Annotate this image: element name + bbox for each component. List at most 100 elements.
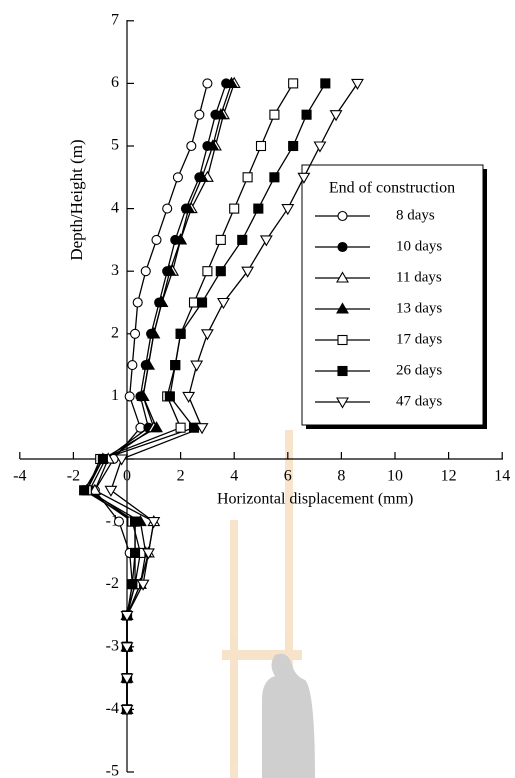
marker bbox=[194, 109, 205, 120]
watermark-bar bbox=[222, 650, 302, 660]
legend-label: 17 days bbox=[396, 331, 442, 347]
marker bbox=[124, 391, 135, 402]
marker bbox=[202, 266, 213, 277]
marker bbox=[253, 203, 264, 214]
marker bbox=[141, 548, 155, 560]
y-tick-label: 7 bbox=[111, 11, 119, 28]
legend-marker bbox=[337, 210, 348, 222]
marker bbox=[164, 391, 175, 402]
x-tick-label: 6 bbox=[284, 468, 292, 485]
y-tick-label: -5 bbox=[106, 763, 119, 778]
marker bbox=[113, 516, 125, 527]
y-axis-label: Depth/Height (m) bbox=[67, 139, 86, 260]
marker bbox=[186, 140, 197, 152]
marker bbox=[196, 297, 208, 308]
marker bbox=[190, 360, 204, 372]
marker bbox=[351, 78, 364, 90]
marker bbox=[136, 389, 150, 401]
marker bbox=[195, 423, 209, 435]
marker bbox=[155, 295, 169, 308]
marker bbox=[129, 547, 141, 558]
y-tick-label: -4 bbox=[106, 700, 119, 717]
legend-marker bbox=[336, 271, 349, 283]
x-tick-label: -4 bbox=[13, 468, 26, 485]
x-tick-label: 12 bbox=[441, 468, 457, 485]
marker bbox=[215, 266, 226, 277]
marker bbox=[120, 642, 134, 654]
marker bbox=[202, 78, 213, 89]
marker bbox=[259, 235, 273, 247]
marker bbox=[120, 673, 134, 685]
marker bbox=[147, 517, 161, 529]
y-tick-label: 6 bbox=[111, 74, 119, 91]
legend-label: 8 days bbox=[396, 207, 435, 223]
watermark-bar bbox=[285, 430, 293, 778]
marker bbox=[120, 610, 134, 623]
legend-marker bbox=[337, 365, 348, 377]
legend-marker bbox=[336, 302, 349, 314]
marker bbox=[127, 579, 138, 590]
marker bbox=[229, 203, 240, 214]
marker bbox=[214, 108, 228, 120]
x-tick-label: 8 bbox=[337, 468, 345, 485]
marker bbox=[301, 109, 312, 120]
marker bbox=[147, 327, 161, 339]
legend-marker bbox=[336, 397, 349, 409]
x-tick-label: 14 bbox=[494, 468, 510, 485]
marker bbox=[269, 172, 280, 183]
watermark bbox=[222, 430, 315, 778]
marker bbox=[206, 139, 220, 151]
y-tick-label: 5 bbox=[111, 137, 119, 154]
y-tick-label: 2 bbox=[111, 324, 119, 341]
x-tick-label: 4 bbox=[230, 468, 238, 485]
x-tick-label: 2 bbox=[177, 468, 185, 485]
marker bbox=[132, 297, 143, 308]
marker bbox=[329, 110, 343, 122]
legend-title: End of construction bbox=[329, 180, 455, 197]
x-tick-label: 10 bbox=[387, 468, 403, 485]
watermark-figure bbox=[262, 653, 315, 778]
marker bbox=[200, 329, 214, 341]
marker bbox=[297, 172, 311, 184]
y-tick-label: -3 bbox=[106, 637, 119, 654]
y-tick-label: 3 bbox=[111, 262, 119, 279]
marker bbox=[215, 234, 226, 245]
marker bbox=[225, 76, 238, 88]
legend-box bbox=[301, 164, 484, 426]
marker bbox=[269, 109, 280, 120]
marker bbox=[217, 297, 230, 310]
legend-label: 13 days bbox=[396, 300, 442, 316]
marker bbox=[79, 485, 90, 496]
y-tick-label: 4 bbox=[111, 199, 119, 216]
marker bbox=[163, 264, 177, 276]
y-tick-label: 1 bbox=[111, 387, 119, 404]
legend-label: 11 days bbox=[396, 269, 442, 285]
marker bbox=[129, 328, 141, 339]
marker bbox=[281, 204, 295, 216]
marker bbox=[237, 234, 248, 245]
marker bbox=[104, 485, 118, 497]
marker bbox=[320, 78, 331, 89]
legend-label: 47 days bbox=[396, 393, 442, 409]
marker bbox=[120, 704, 134, 716]
legend-marker bbox=[337, 334, 348, 346]
marker bbox=[242, 172, 253, 183]
marker bbox=[136, 579, 150, 591]
marker bbox=[182, 202, 196, 214]
marker bbox=[150, 421, 163, 433]
marker bbox=[170, 360, 181, 371]
marker bbox=[313, 141, 327, 153]
marker bbox=[172, 172, 183, 183]
marker bbox=[175, 422, 186, 433]
marker bbox=[174, 233, 188, 245]
marker bbox=[162, 203, 173, 214]
legend-marker bbox=[337, 241, 348, 253]
marker bbox=[255, 140, 267, 152]
y-tick-label: -2 bbox=[106, 575, 119, 592]
x-tick-label: -2 bbox=[67, 468, 80, 485]
marker bbox=[88, 483, 102, 495]
marker bbox=[129, 516, 141, 527]
x-tick-label: 0 bbox=[123, 468, 131, 485]
watermark-bar bbox=[230, 520, 238, 778]
